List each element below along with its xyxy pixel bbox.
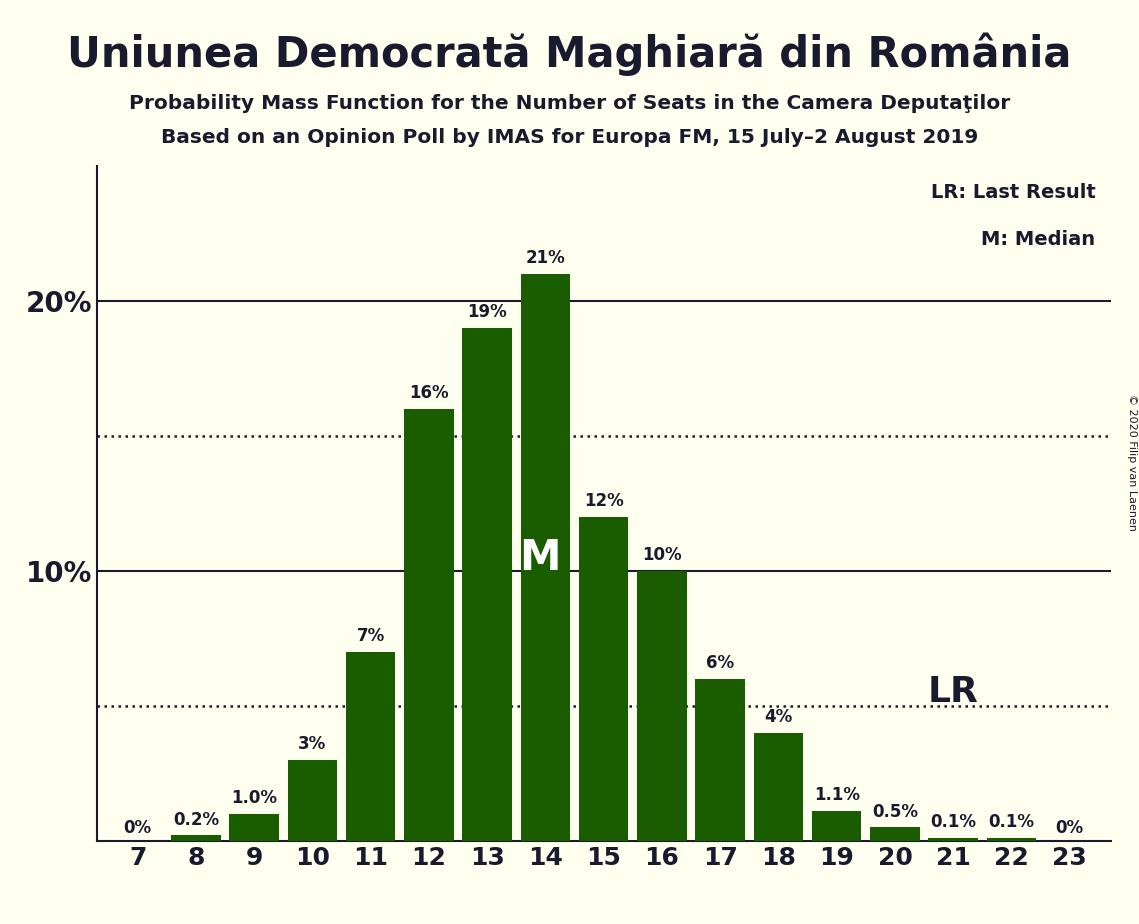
Text: 10%: 10%: [642, 546, 682, 565]
Text: 16%: 16%: [409, 384, 449, 403]
Text: 1.1%: 1.1%: [813, 786, 860, 805]
Text: 1.0%: 1.0%: [231, 789, 277, 808]
Text: M: M: [519, 537, 560, 578]
Bar: [288, 760, 337, 841]
Text: © 2020 Filip van Laenen: © 2020 Filip van Laenen: [1126, 394, 1137, 530]
Bar: [870, 827, 919, 841]
Bar: [696, 679, 745, 841]
Text: 12%: 12%: [584, 492, 623, 510]
Text: 0.1%: 0.1%: [931, 813, 976, 832]
Bar: [462, 328, 511, 841]
Text: 7%: 7%: [357, 627, 385, 645]
Text: LR: LR: [928, 675, 978, 710]
Bar: [229, 814, 279, 841]
Text: 0.5%: 0.5%: [872, 803, 918, 821]
Text: 4%: 4%: [764, 708, 793, 726]
Text: 0%: 0%: [1056, 819, 1084, 837]
Text: 0.1%: 0.1%: [989, 813, 1034, 832]
Bar: [928, 838, 978, 841]
Bar: [404, 409, 453, 841]
Bar: [171, 835, 221, 841]
Text: LR: Last Result: LR: Last Result: [931, 183, 1096, 202]
Bar: [754, 733, 803, 841]
Text: M: Median: M: Median: [981, 230, 1096, 249]
Text: Based on an Opinion Poll by IMAS for Europa FM, 15 July–2 August 2019: Based on an Opinion Poll by IMAS for Eur…: [161, 128, 978, 147]
Text: Probability Mass Function for the Number of Seats in the Camera Deputaţilor: Probability Mass Function for the Number…: [129, 94, 1010, 114]
Bar: [346, 652, 395, 841]
Text: Uniunea Democrată Maghiară din România: Uniunea Democrată Maghiară din România: [67, 32, 1072, 76]
Text: 3%: 3%: [298, 736, 327, 753]
Text: 0.2%: 0.2%: [173, 810, 219, 829]
Bar: [812, 811, 861, 841]
Bar: [521, 274, 571, 841]
Text: 19%: 19%: [467, 303, 507, 322]
Bar: [986, 838, 1036, 841]
Text: 6%: 6%: [706, 654, 735, 673]
Text: 21%: 21%: [525, 249, 565, 268]
Text: 0%: 0%: [123, 819, 151, 837]
Bar: [637, 571, 687, 841]
Bar: [579, 517, 629, 841]
